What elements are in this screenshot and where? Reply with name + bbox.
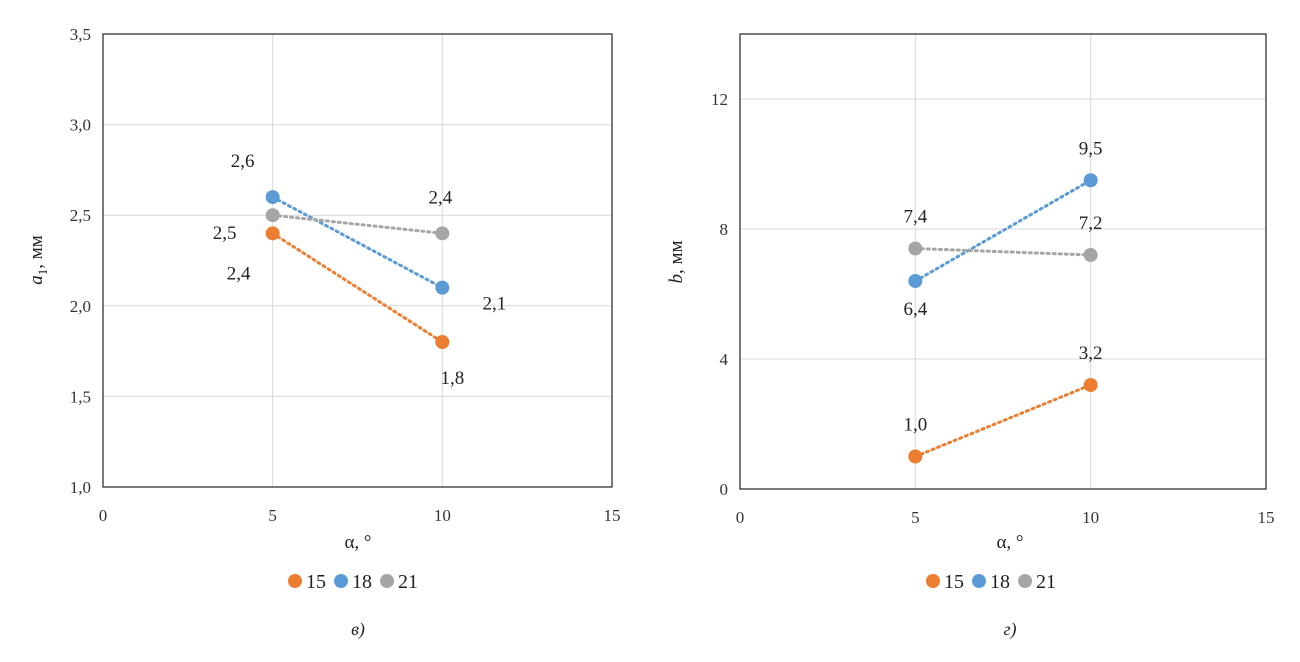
x-tick-label: 0 [99,506,108,525]
legend-label-21: 21 [398,571,418,593]
legend-label-15: 15 [944,571,964,593]
y-tick-label: 8 [720,220,729,239]
legend: 15 18 21 [926,571,1056,593]
y-axis-subscript: 1 [35,269,50,276]
data-label-18: 6,4 [903,299,927,320]
data-point-15 [265,226,280,241]
legend-marker-18 [972,574,986,588]
series-line-18 [271,195,444,290]
data-label-18: 9,5 [1079,138,1103,159]
y-axis-symbol: a [26,275,47,285]
y-tick-label: 1,5 [70,387,91,406]
data-point-21 [1083,248,1098,262]
data-point-15 [435,335,450,350]
data-point-18 [435,280,450,295]
y-tick-label: 12 [711,90,728,109]
y-tick-label: 2,0 [70,297,91,316]
x-axis-label: α, ° [996,532,1023,553]
legend-label-18: 18 [352,571,372,593]
data-label-15: 1,8 [440,368,464,389]
x-tick-label: 5 [268,506,277,525]
chart-left: 0 5 10 15 1,0 1,5 2,0 2,5 3,0 3,5 2,4 1,8 2,6 2,1 2,5 2… [26,25,621,640]
series-line-15 [913,383,1093,458]
data-point-21 [435,226,450,241]
plot-frame [102,33,613,488]
legend-marker-18 [334,574,348,588]
data-point-21 [265,208,280,223]
data-point-18 [265,190,280,205]
plot-frame [739,33,1267,490]
chart-caption: г) [1003,619,1016,640]
legend-marker-21 [380,574,394,588]
y-axis-unit: , мм [666,240,687,274]
data-label-21: 2,5 [213,223,237,244]
y-tick-label: 3,5 [70,25,91,44]
series-line-21 [913,247,1093,257]
data-label-21: 7,4 [903,207,927,228]
series-line-18 [913,178,1093,283]
y-axis-symbol: b [666,274,687,284]
data-point-21 [908,241,923,256]
data-point-18 [908,274,923,288]
legend-label-18: 18 [990,571,1010,593]
data-label-15: 3,2 [1079,343,1103,364]
y-axis-label: b, мм [666,240,687,283]
x-axis-label: α, ° [344,532,371,553]
legend-label-21: 21 [1036,571,1056,593]
data-label-15: 2,4 [227,263,251,284]
data-point-15 [1083,378,1098,392]
y-tick-label: 1,0 [70,478,91,497]
data-point-15 [908,449,923,464]
data-point-18 [1083,173,1098,188]
x-tick-label: 10 [1082,508,1099,527]
legend-marker-21 [1018,574,1032,588]
x-tick-label: 10 [434,506,451,525]
y-tick-label: 2,5 [70,206,91,225]
x-tick-label: 0 [736,508,745,527]
legend: 15 18 21 [288,571,418,593]
y-tick-label: 0 [720,480,729,499]
chart-caption: в) [351,619,365,640]
chart-right: 0 5 10 15 0 4 8 12 1,0 3,2 6,4 9,5 7,4 7,2 α, ° b, мм 15… [666,33,1275,640]
legend-marker-15 [926,574,940,588]
legend-marker-15 [288,574,302,588]
series-line-15 [271,231,444,344]
y-axis-unit: , мм [26,235,47,269]
y-tick-label: 3,0 [70,116,91,135]
data-label-18: 2,6 [231,151,255,172]
data-label-21: 2,4 [428,187,452,208]
x-tick-label: 15 [1258,508,1275,527]
series-line-21 [271,213,444,235]
x-tick-label: 15 [604,506,621,525]
data-label-15: 1,0 [903,415,927,436]
data-label-21: 7,2 [1079,213,1103,234]
legend-label-15: 15 [306,571,326,593]
x-tick-label: 5 [911,508,920,527]
data-label-18: 2,1 [482,294,506,315]
y-axis-label: a1, мм [26,235,50,285]
y-tick-label: 4 [720,350,729,369]
